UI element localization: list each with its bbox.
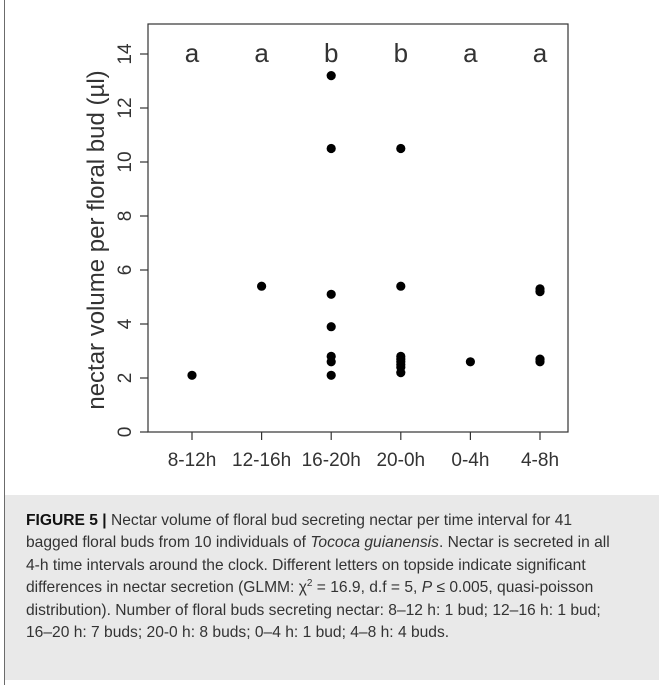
caption-species: Tococa guianensis (310, 534, 439, 552)
data-point (257, 281, 267, 291)
data-point (326, 357, 336, 367)
page-frame-line (4, 0, 5, 685)
data-point (396, 368, 406, 378)
figure-caption: FIGURE 5 | Nectar volume of floral bud s… (26, 510, 626, 644)
plot-frame (147, 23, 569, 433)
significance-letter: a (533, 38, 548, 68)
caption-box (5, 495, 659, 680)
x-tick-label: 4-8h (521, 450, 559, 471)
data-point (326, 143, 336, 154)
caption-text-4: ≤ 0.005, quasi-poisson distribution). Nu… (26, 579, 601, 642)
x-tick-label: 16-20h (302, 450, 361, 471)
data-point (187, 370, 197, 380)
significance-letter: a (254, 38, 269, 68)
caption-chi-superscript: 2 (306, 578, 313, 590)
data-point (535, 287, 545, 297)
scatter-chart: 0 2 4 6 8 10 12 14 8-12h 12-16h 16-20h 20-0h 0-4h 4-8… (83, 23, 569, 471)
data-point (326, 71, 336, 81)
caption-text-1: Nectar volume of floral bud secreting ne… (26, 512, 573, 552)
data-point (326, 322, 336, 332)
y-tick-label: 6 (115, 265, 136, 276)
data-point (465, 357, 475, 367)
caption-text-2: . Nectar is secreted in all 4-h time int… (26, 534, 610, 597)
plot-area: 0 2 4 6 8 10 12 14 8-12h 12-16h 16-20h 20-0h 0-4h 4-8… (115, 23, 569, 471)
y-tick-label: 4 (115, 318, 136, 329)
significance-letter: a (463, 38, 478, 68)
x-tick-label: 8-12h (168, 450, 217, 471)
y-tick-label: 2 (115, 373, 136, 384)
significance-letter: b (324, 38, 338, 68)
y-tick-label: 8 (115, 211, 136, 222)
y-tick-label: 12 (115, 97, 136, 118)
caption-p-symbol: P (421, 579, 433, 597)
data-point (326, 370, 336, 380)
y-tick-label: 0 (115, 427, 136, 438)
data-point (326, 289, 336, 299)
data-point (535, 357, 545, 367)
significance-letter: b (394, 38, 408, 68)
y-axis-label: nectar volume per floral bud (µl) (83, 70, 110, 409)
y-tick-label: 10 (115, 151, 136, 172)
caption-text-3: = 16.9, d.f = 5, (312, 579, 422, 597)
x-tick-label: 0-4h (451, 450, 489, 471)
data-point (396, 143, 406, 154)
y-tick-label: 14 (115, 43, 136, 65)
caption-label: FIGURE 5 | (26, 512, 107, 529)
x-tick-label: 20-0h (376, 450, 425, 471)
data-point (396, 281, 406, 291)
significance-letter: a (185, 38, 200, 68)
x-tick-label: 12-16h (232, 450, 291, 471)
